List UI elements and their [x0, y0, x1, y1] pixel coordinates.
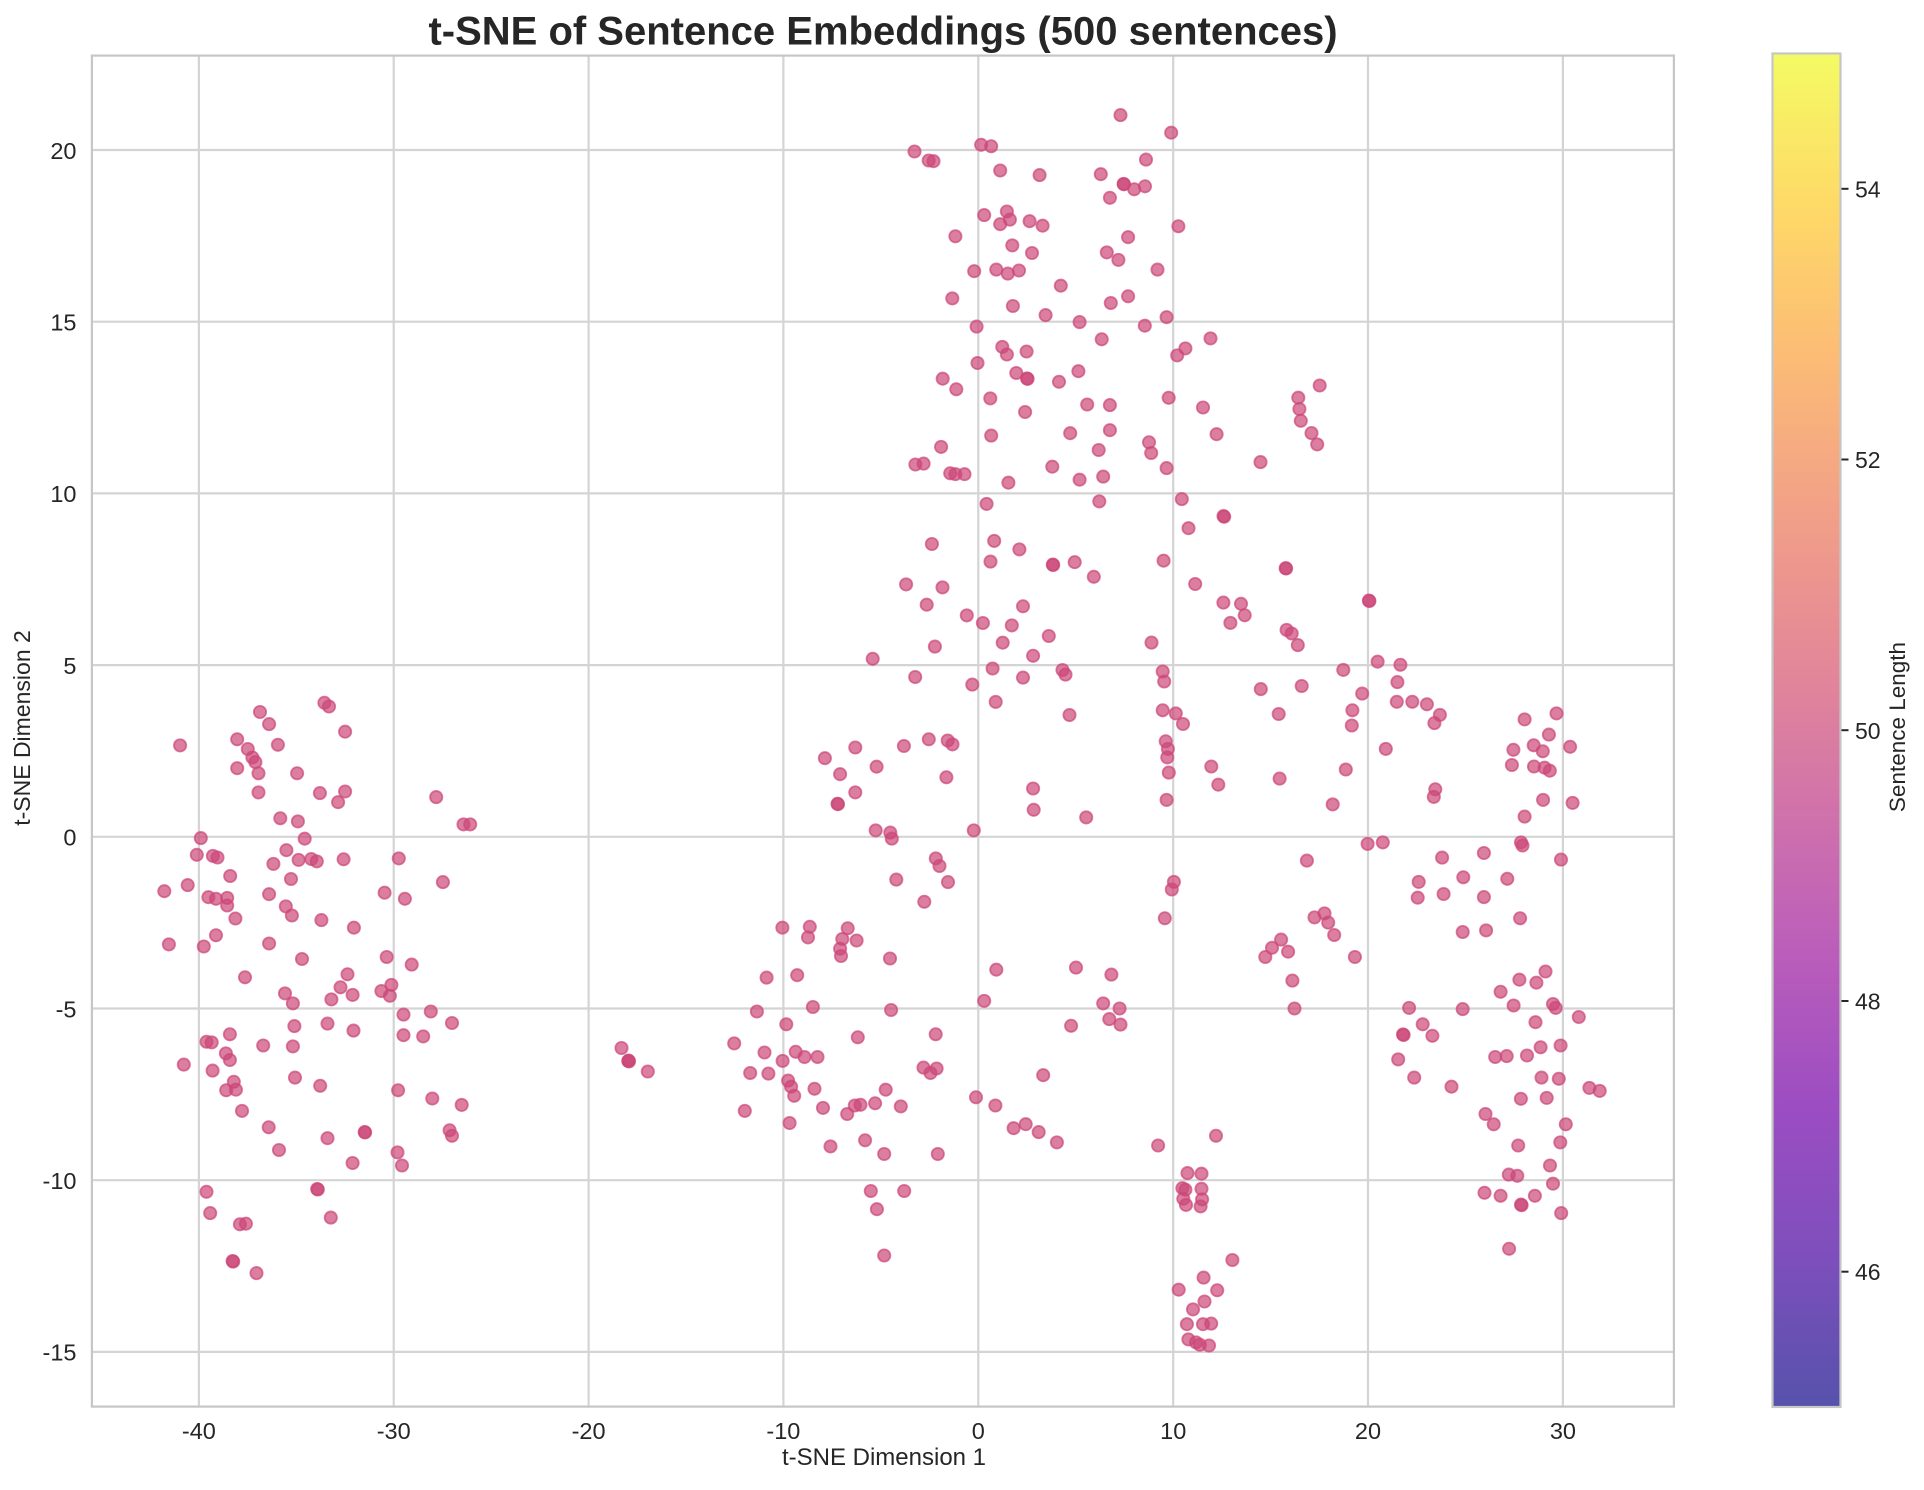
svg-text:30: 30 — [1550, 1418, 1576, 1444]
svg-text:46: 46 — [1855, 1259, 1881, 1285]
svg-text:48: 48 — [1855, 989, 1881, 1015]
svg-text:-15: -15 — [43, 1340, 77, 1366]
svg-text:-10: -10 — [766, 1418, 800, 1444]
svg-text:t-SNE Dimension 1: t-SNE Dimension 1 — [782, 1444, 986, 1471]
svg-text:-10: -10 — [43, 1168, 77, 1194]
svg-text:54: 54 — [1855, 176, 1881, 202]
svg-text:t-SNE Dimension 2: t-SNE Dimension 2 — [9, 630, 35, 826]
svg-text:5: 5 — [63, 653, 76, 679]
svg-text:10: 10 — [1160, 1418, 1186, 1444]
svg-text:50: 50 — [1855, 718, 1881, 744]
svg-text:-20: -20 — [572, 1418, 606, 1444]
svg-text:-5: -5 — [56, 996, 77, 1022]
svg-text:20: 20 — [50, 138, 76, 164]
svg-text:20: 20 — [1355, 1418, 1381, 1444]
svg-text:t-SNE of Sentence Embeddings (: t-SNE of Sentence Embeddings (500 senten… — [428, 10, 1337, 54]
svg-text:10: 10 — [50, 481, 76, 507]
svg-text:0: 0 — [63, 825, 76, 851]
svg-text:15: 15 — [50, 310, 76, 336]
svg-text:52: 52 — [1855, 447, 1881, 473]
svg-text:-40: -40 — [182, 1418, 216, 1444]
svg-text:-30: -30 — [377, 1418, 411, 1444]
svg-text:Sentence Length: Sentence Length — [1885, 642, 1910, 812]
svg-text:0: 0 — [972, 1418, 985, 1444]
